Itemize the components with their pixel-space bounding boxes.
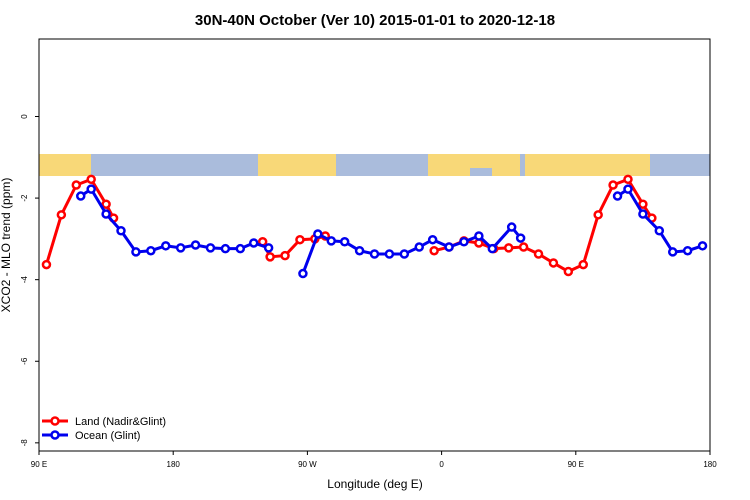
point <box>414 242 424 252</box>
x-tick-label: 90 W <box>298 460 317 469</box>
point <box>101 209 111 219</box>
point <box>515 233 526 243</box>
point <box>654 225 665 236</box>
point <box>459 236 469 247</box>
point <box>101 199 111 209</box>
point <box>427 234 438 245</box>
point <box>295 234 305 245</box>
point <box>399 249 410 259</box>
point <box>235 243 246 254</box>
point <box>638 199 648 209</box>
point <box>593 210 603 220</box>
point <box>71 180 82 190</box>
legend-label: Land (Nadir&Glint) <box>75 416 166 428</box>
legend-label: Ocean (Glint) <box>75 430 140 442</box>
point <box>41 259 52 270</box>
point <box>76 191 86 201</box>
legend-marker <box>50 430 60 440</box>
point <box>638 209 648 219</box>
point <box>506 222 517 232</box>
point <box>175 243 186 253</box>
point <box>146 245 156 256</box>
point <box>444 242 454 252</box>
series-line <box>79 186 704 275</box>
x-axis-label: Longitude (deg E) <box>327 477 422 491</box>
point <box>503 243 514 253</box>
point <box>623 174 633 185</box>
point <box>354 245 365 256</box>
point <box>131 247 141 257</box>
point <box>563 266 574 277</box>
point <box>623 184 633 194</box>
point <box>474 231 484 241</box>
point <box>298 268 308 279</box>
point <box>339 236 350 247</box>
point <box>384 249 395 259</box>
x-tick-label: 0 <box>439 460 444 469</box>
x-tick-label: 90 E <box>31 460 47 469</box>
point <box>682 245 693 256</box>
y-tick-label: -8 <box>20 439 29 447</box>
point <box>487 243 498 254</box>
y-tick-label: -2 <box>20 194 29 202</box>
map-band <box>39 154 710 176</box>
point <box>280 250 290 261</box>
point <box>533 249 544 259</box>
point <box>429 245 439 256</box>
y-tick-label: -6 <box>20 357 29 365</box>
x-tick-label: 180 <box>703 460 717 469</box>
point <box>263 243 274 253</box>
point <box>326 236 337 246</box>
point <box>697 241 708 251</box>
point <box>220 243 231 254</box>
x-tick-label: 180 <box>167 460 181 469</box>
point <box>190 240 201 250</box>
point <box>86 174 96 185</box>
point <box>205 243 216 253</box>
y-axis-label: XCO2 - MLO trend (ppm) <box>0 178 13 313</box>
series-line <box>45 177 654 274</box>
point <box>160 241 171 251</box>
y-tick-label: -4 <box>20 276 29 284</box>
point <box>612 191 623 201</box>
point <box>578 259 589 270</box>
chart-title: 30N-40N October (Ver 10) 2015-01-01 to 2… <box>195 12 555 29</box>
point <box>56 210 67 220</box>
point <box>116 225 126 236</box>
point <box>667 247 678 257</box>
point <box>369 249 380 259</box>
point <box>86 184 96 194</box>
plot-frame <box>38 38 711 452</box>
point <box>518 242 529 252</box>
point <box>265 252 275 262</box>
point <box>548 258 559 268</box>
y-tick-label: 0 <box>20 114 29 119</box>
point <box>248 238 259 248</box>
x-tick-label: 90 E <box>568 460 584 469</box>
legend-marker <box>50 416 60 426</box>
point <box>608 180 618 190</box>
point <box>313 229 323 239</box>
